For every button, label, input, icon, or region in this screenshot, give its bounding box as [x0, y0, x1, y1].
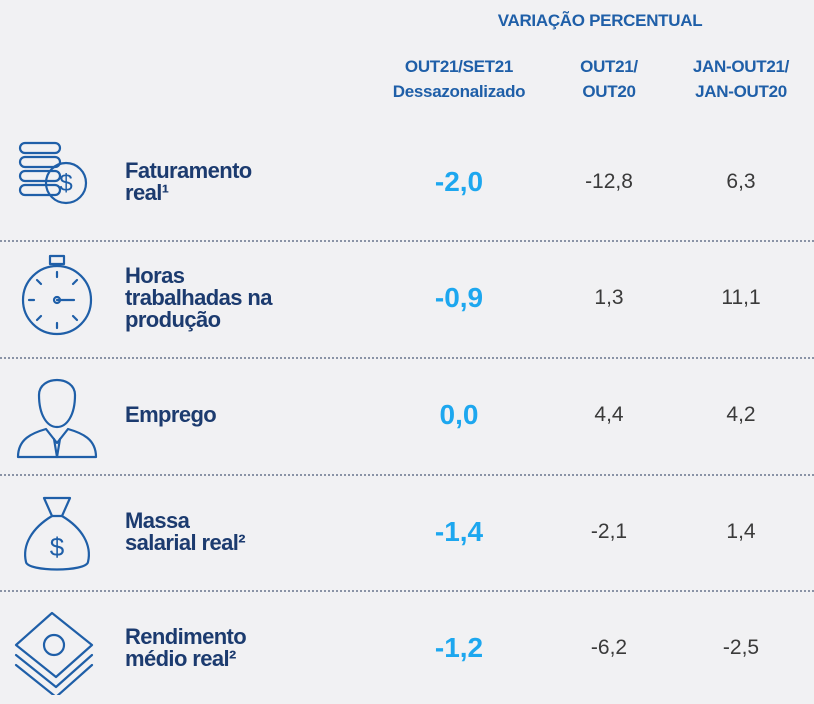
- value: -2,5: [722, 636, 760, 659]
- column-header: OUT20: [582, 82, 636, 101]
- highlight-value: -2,0: [434, 166, 484, 197]
- row-label: Rendimento: [125, 624, 247, 649]
- highlight-value: 0,0: [439, 399, 479, 430]
- row-label: salarial real²: [125, 530, 246, 555]
- row-label: Faturamento: [125, 158, 252, 183]
- value: 11,1: [721, 286, 761, 309]
- person-icon: [16, 379, 98, 459]
- svg-text:$: $: [59, 170, 72, 197]
- value: 1,3: [594, 286, 624, 309]
- row-label: Massa: [125, 508, 190, 533]
- highlight-value: -1,4: [434, 516, 484, 547]
- column-header: OUT21/SET21: [404, 57, 514, 76]
- stopwatch-icon: [21, 254, 93, 336]
- value: -12,8: [585, 170, 633, 193]
- coins-icon: $: [18, 141, 88, 205]
- value: -2,1: [590, 520, 628, 543]
- money-bag-icon: $: [24, 496, 90, 571]
- value: 6,3: [726, 170, 756, 193]
- row-label: real¹: [125, 180, 169, 205]
- row-label: médio real²: [125, 646, 236, 671]
- column-header: OUT21/: [580, 57, 638, 76]
- row-label: Horas: [125, 263, 185, 288]
- banknotes-icon: [14, 611, 94, 695]
- group-header: VARIAÇÃO PERCENTUAL: [497, 11, 703, 30]
- column-header: JAN-OUT20: [695, 82, 787, 101]
- row-label: produção: [125, 307, 221, 332]
- row-separator: [0, 590, 814, 592]
- highlight-value: -1,2: [434, 632, 484, 663]
- value: 1,4: [726, 520, 756, 543]
- value: 4,2: [726, 403, 756, 426]
- row-label: trabalhadas na: [125, 285, 272, 310]
- highlight-value: -0,9: [434, 282, 484, 313]
- row-separator: [0, 240, 814, 242]
- value: -6,2: [590, 636, 628, 659]
- column-header: Dessazonalizado: [392, 82, 526, 101]
- row-label: Emprego: [125, 402, 217, 427]
- column-header: JAN-OUT21/: [692, 57, 790, 76]
- row-separator: [0, 473, 814, 476]
- row-separator: [0, 356, 814, 359]
- value: 4,4: [594, 403, 624, 426]
- svg-text:$: $: [50, 532, 65, 562]
